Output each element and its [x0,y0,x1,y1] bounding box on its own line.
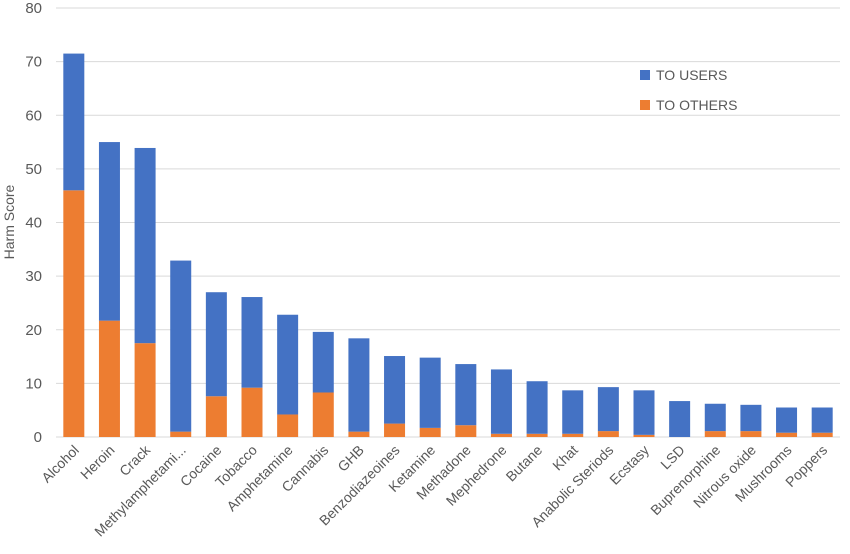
y-tick-label: 50 [25,161,42,178]
bar-segment-to-users [526,381,548,434]
bar-segment-to-users [811,407,833,433]
bar-segment-to-users [277,314,299,415]
bar-segment-to-users [170,260,192,432]
bars [63,53,833,437]
x-category-label: Heroin [77,442,117,482]
y-axis-ticks: 0 10 20 30 40 50 60 70 80 [25,0,42,446]
bar-segment-to-users [776,407,798,433]
bar-segment-to-users [348,338,370,432]
bar-segment-to-others [526,433,548,437]
y-tick-label: 10 [25,375,42,392]
bar-segment-to-users [455,364,477,426]
bar-segment-to-others [490,433,512,437]
bar-segment-to-others [134,343,156,437]
y-tick-label: 30 [25,268,42,285]
bar-segment-to-users [134,147,156,344]
bar-segment-to-others [704,431,726,437]
bar-segment-to-others [348,431,370,437]
bar-segment-to-users [63,53,85,191]
y-tick-label: 20 [25,322,42,339]
bar-segment-to-others [63,190,85,437]
legend: TO USERS TO OTHERS [640,67,737,113]
bar-segment-to-others [277,414,299,437]
x-axis-category-labels: AlcoholHeroinCrackMethylamphetami...Coca… [38,441,830,539]
bar-segment-to-users [312,331,334,393]
y-tick-label: 80 [25,0,42,17]
bar-segment-to-others [811,432,833,437]
legend-swatch-to-users [640,70,650,80]
bar-segment-to-others [562,433,584,437]
x-category-label: Khat [549,442,581,474]
x-category-label: LSD [657,442,688,473]
bar-segment-to-others [633,434,655,437]
bar-segment-to-others [170,431,192,437]
y-axis-title: Harm Score [1,184,17,259]
bar-segment-to-others [384,423,406,437]
bar-segment-to-others [98,320,120,437]
bar-segment-to-others [205,396,227,437]
x-category-label: Alcohol [38,442,82,486]
bar-segment-to-others [419,427,441,437]
bar-segment-to-others [312,392,334,437]
bar-segment-to-others [740,431,762,437]
bar-segment-to-users [562,390,584,434]
bar-segment-to-others [241,387,263,437]
legend-swatch-to-others [640,100,650,110]
legend-label-to-others: TO OTHERS [656,97,737,113]
bar-segment-to-users [633,390,655,435]
bar-segment-to-users [669,401,691,437]
bar-segment-to-others [776,432,798,437]
bar-segment-to-users [490,369,512,434]
y-tick-label: 0 [34,429,42,446]
legend-label-to-users: TO USERS [656,67,727,83]
bar-segment-to-users [597,387,619,432]
y-tick-label: 70 [25,54,42,71]
bar-segment-to-users [419,357,441,428]
bar-segment-to-users [384,356,406,424]
bar-segment-to-users [205,292,227,397]
x-category-label: Butane [503,442,546,485]
x-category-label: Ecstasy [606,442,652,488]
bar-segment-to-others [597,431,619,437]
y-tick-label: 40 [25,215,42,232]
bar-segment-to-others [455,425,477,437]
y-tick-label: 60 [25,107,42,124]
bar-segment-to-users [241,297,263,388]
bar-segment-to-users [740,404,762,432]
bar-segment-to-users [704,403,726,432]
bar-segment-to-users [98,142,120,321]
